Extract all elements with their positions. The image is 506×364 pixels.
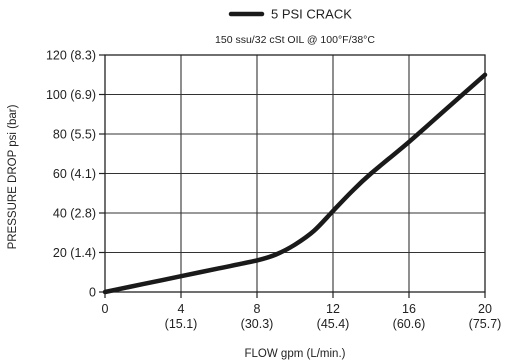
y-tick-label: 40 (2.8) [53, 207, 96, 221]
x-tick-label: 20 [478, 302, 492, 316]
y-tick-label: 60 (4.1) [53, 167, 96, 181]
series-line-5-psi-crack [102, 72, 488, 295]
x-tick-sublabel: (60.6) [393, 317, 426, 331]
x-tick-label: 16 [402, 302, 416, 316]
y-tick-label: 20 (1.4) [53, 246, 96, 260]
y-axis-title: PRESSURE DROP psi (bar) [7, 104, 19, 249]
x-axis-title: FLOW gpm (L/min.) [245, 348, 346, 360]
grid [105, 55, 485, 292]
x-tick-sublabel: (45.4) [317, 317, 350, 331]
x-tick-label: 8 [254, 302, 261, 316]
y-tick-label: 120 (8.3) [46, 49, 96, 63]
y-tick-label: 80 (5.5) [53, 128, 96, 142]
y-tick-label: 0 [89, 286, 96, 300]
x-tick-sublabel: (75.7) [469, 317, 502, 331]
x-tick-sublabel: (15.1) [165, 317, 198, 331]
x-tick-label: 4 [178, 302, 185, 316]
x-tick-sublabel: (30.3) [241, 317, 274, 331]
x-tick-label: 12 [326, 302, 340, 316]
y-tick-label: 100 (6.9) [46, 88, 96, 102]
y-axis-ticks: 0 20 (1.4) 40 (2.8) 60 (4.1) 80 (5.5) 100 (6.… [46, 49, 105, 300]
x-tick-label: 0 [102, 302, 109, 316]
x-axis-ticks: 0 4(15.1) 8(30.3) 12(45.4) 16(60.6) 20(75.7) [102, 292, 502, 331]
legend: 5 PSI CRACK [228, 7, 352, 22]
legend-label: 5 PSI CRACK [271, 7, 352, 22]
chart-subtitle: 150 ssu/32 cSt OIL @ 100°F/38°C [215, 34, 375, 46]
